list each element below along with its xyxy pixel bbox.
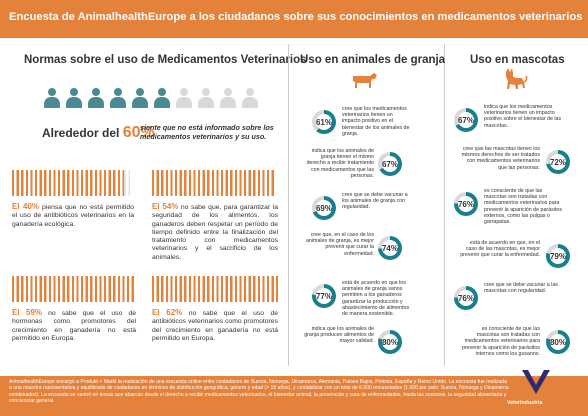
cow-icon — [353, 73, 377, 88]
percent-ring: 69% — [312, 196, 336, 220]
headline-percent: 60% — [122, 124, 155, 141]
left-section-title: Normas sobre el uso de Medicamentos Vete… — [24, 54, 307, 66]
percent-label: 76% — [457, 199, 474, 209]
veterindustria-logo — [522, 370, 550, 394]
headline-text: siente que no está informado sobre los m… — [140, 123, 274, 141]
stat-text: indica que los animales de granja tienen… — [306, 148, 374, 179]
person-icon — [220, 88, 236, 108]
person-icon — [176, 88, 192, 108]
person-icon — [44, 88, 60, 108]
percent-ring: 72% — [546, 150, 570, 174]
stat-text: cree que se debe vacunar a los animales … — [342, 192, 408, 211]
stat-bar-54 — [152, 170, 276, 196]
percent-ring: 61% — [312, 110, 336, 134]
percent-label: 80% — [381, 337, 398, 347]
cat-icon — [506, 68, 528, 89]
stat-text: cree que, en el caso de los animales de … — [305, 232, 374, 257]
person-icon — [88, 88, 104, 108]
logo-text: Veterindustria — [507, 400, 543, 406]
page-title: Encuesta de AnimalhealthEurope a los ciu… — [9, 11, 583, 23]
percent-ring: 67% — [454, 108, 478, 132]
footer-banner: AnimalhealthEurope encargó a Produkt + M… — [0, 376, 588, 416]
percent-label: 72% — [549, 157, 566, 167]
stat-bar-40 — [12, 170, 124, 196]
percent-ring: 76% — [454, 192, 478, 216]
percent-label: 67% — [457, 115, 474, 125]
stat-62: El 62% no sabe que el uso de antibiótico… — [152, 308, 279, 342]
stat-text: indica que los animales de granja produc… — [304, 326, 374, 345]
stat-text: está de acuerdo en que, en el caso de la… — [460, 240, 540, 259]
percent-ring: 67% — [378, 152, 402, 176]
footer-text: AnimalhealthEurope encargó a Produkt + M… — [9, 379, 509, 404]
person-icon — [66, 88, 82, 108]
stat-text: cree que se debe vacunar a las mascotas … — [484, 282, 558, 295]
percent-label: 77% — [315, 291, 332, 301]
farm-section-title: Uso en animales de granja — [300, 54, 446, 66]
person-icon — [110, 88, 126, 108]
stat-text: es consciente de que las mascotas son tr… — [461, 326, 540, 357]
divider — [444, 44, 445, 366]
person-icon — [242, 88, 258, 108]
person-icon — [198, 88, 214, 108]
percent-label: 76% — [457, 293, 474, 303]
stat-text: cree que los medicamentos veterinarios t… — [342, 106, 410, 137]
percent-label: 69% — [315, 203, 332, 213]
percent-ring: 79% — [546, 244, 570, 268]
person-icon — [132, 88, 148, 108]
stat-bar-59 — [12, 276, 134, 302]
stat-text: cree que las mascotas tienen los mismos … — [461, 146, 540, 171]
pets-section-title: Uso en mascotas — [470, 54, 565, 66]
stat-54: El 54% no sabe que, para garantizar la s… — [152, 202, 279, 261]
percent-ring: 80% — [546, 330, 570, 354]
stat-bar-62 — [152, 276, 278, 302]
percent-ring: 80% — [378, 330, 402, 354]
divider — [288, 44, 289, 366]
percent-label: 79% — [549, 251, 566, 261]
percent-label: 74% — [381, 243, 398, 253]
person-icon — [154, 88, 170, 108]
headline-prefix: Alrededor del — [42, 126, 120, 140]
percent-ring: 76% — [454, 286, 478, 310]
stat-text: indica que los medicamentos veterinarios… — [484, 104, 562, 129]
percent-label: 67% — [381, 159, 398, 169]
stat-text: es consciente de que las mascotas son tr… — [484, 188, 563, 226]
stat-bar-40-rest — [124, 170, 130, 196]
stat-text: está de acuerdo en que los animales de g… — [342, 280, 410, 318]
stat-40: El 40% piensa que no está permitido el u… — [12, 202, 134, 228]
stat-59: El 59% no sabe que el uso de hormonas co… — [12, 308, 136, 342]
percent-ring: 77% — [312, 284, 336, 308]
percent-label: 80% — [549, 337, 566, 347]
percent-ring: 74% — [378, 236, 402, 260]
header-banner: Encuesta de AnimalhealthEurope a los ciu… — [0, 0, 588, 38]
headline: Alrededor del 60% — [42, 124, 155, 142]
percent-label: 61% — [315, 117, 332, 127]
